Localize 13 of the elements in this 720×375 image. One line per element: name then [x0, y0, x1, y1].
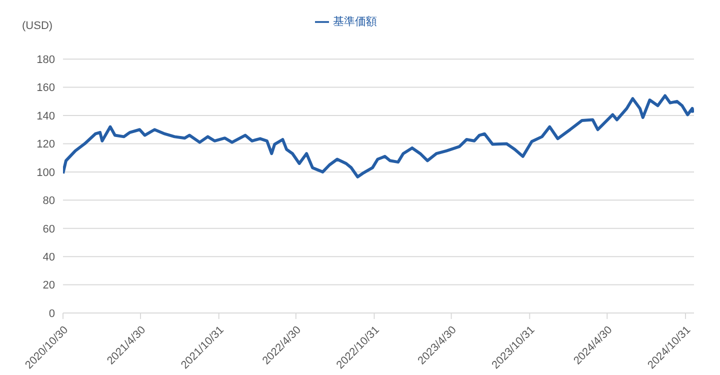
- y-tick-label: 100: [36, 166, 55, 179]
- y-tick-label: 120: [36, 138, 55, 151]
- y-tick-label: 180: [36, 54, 55, 66]
- y-axis-title: (USD): [22, 20, 53, 32]
- y-tick-label: 160: [36, 82, 55, 94]
- y-tick-label: 80: [42, 195, 55, 208]
- y-tick-label: 0: [48, 308, 55, 320]
- y-tick-label: 140: [36, 110, 55, 122]
- y-tick-label: 20: [42, 280, 55, 292]
- y-tick-label: 60: [42, 223, 55, 236]
- legend-label: 基準価額: [333, 16, 377, 28]
- y-tick-label: 40: [42, 251, 55, 264]
- line-series: [63, 94, 694, 178]
